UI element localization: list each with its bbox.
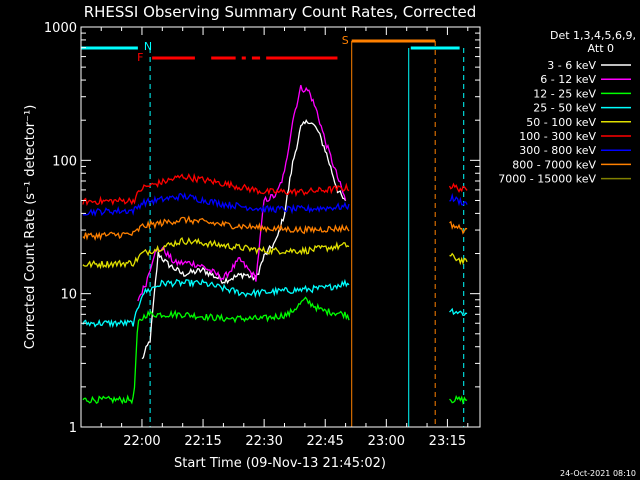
series-line (82, 278, 468, 329)
legend-label: 25 - 50 keV (533, 102, 596, 115)
y-tick-label: 1 (69, 421, 77, 436)
flare-marker-label: F (137, 51, 143, 64)
series-line (82, 296, 468, 406)
series-line (82, 172, 468, 207)
x-tick-label: 22:45 (306, 434, 343, 449)
y-axis: 1 10 100 1000 (44, 21, 480, 436)
legend-label: 300 - 800 keV (519, 144, 596, 157)
y-axis-label: Corrected Count Rate (s⁻¹ detector⁻¹) (23, 105, 38, 350)
saa-marker-label: S (342, 34, 349, 47)
series-line (141, 118, 347, 360)
series-line (82, 192, 468, 217)
y-tick-label: 10 (60, 288, 77, 303)
legend-label: 7000 - 15000 keV (498, 173, 596, 186)
legend-att: Att 0 (588, 42, 614, 55)
series-layer (82, 84, 468, 406)
legend-label: 800 - 7000 keV (512, 158, 596, 171)
series-line (82, 215, 468, 241)
x-tick-label: 23:15 (429, 434, 466, 449)
plot-frame (80, 26, 481, 428)
series-line (137, 84, 347, 302)
legend-label: 6 - 12 keV (540, 73, 596, 86)
x-axis-label: Start Time (09-Nov-13 21:45:02) (174, 456, 386, 471)
footer-date: 24-Oct-2021 08:10 (560, 469, 636, 478)
legend-label: 100 - 300 keV (519, 130, 596, 143)
y-tick-label: 1000 (44, 21, 77, 36)
legend-label: 12 - 25 keV (533, 87, 596, 100)
x-tick-label: 22:30 (245, 434, 282, 449)
chart-title: RHESSI Observing Summary Count Rates, Co… (84, 3, 477, 21)
x-tick-label: 23:00 (368, 434, 405, 449)
legend-label: 3 - 6 keV (547, 59, 596, 72)
x-tick-label: 22:15 (184, 434, 221, 449)
series-line (82, 236, 468, 270)
x-axis: 22:00 22:15 22:30 22:45 23:00 23:15 (100, 27, 469, 449)
legend-header: Det 1,3,4,5,6,9, (550, 29, 636, 42)
night-marker-label: N (144, 40, 152, 53)
y-tick-label: 100 (52, 154, 77, 169)
x-tick-label: 22:00 (123, 434, 160, 449)
legend-label: 50 - 100 keV (526, 116, 596, 129)
